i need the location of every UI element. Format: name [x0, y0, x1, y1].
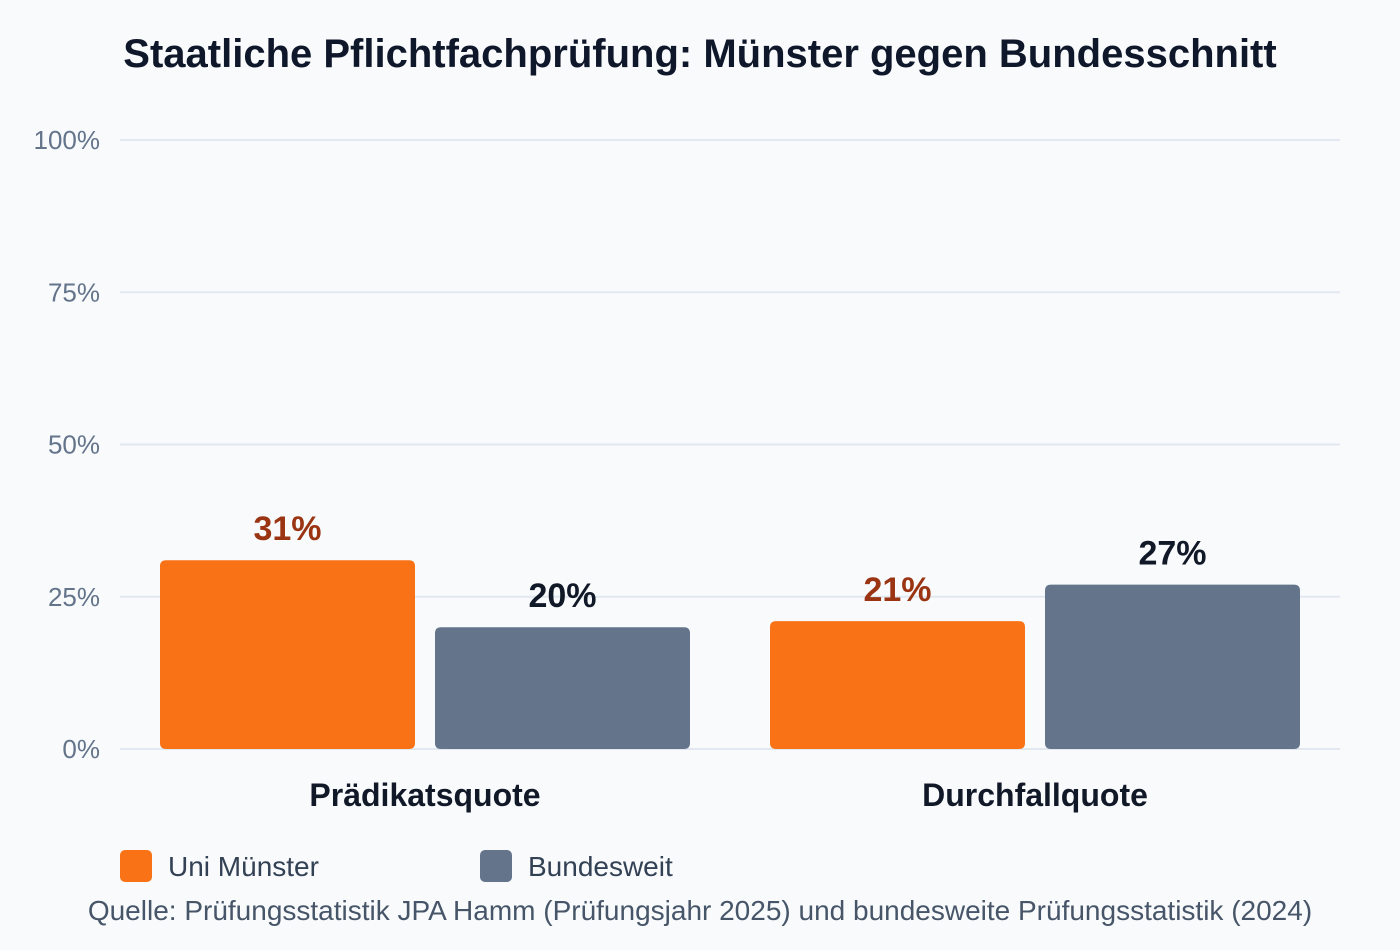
chart-title: Staatliche Pflichtfachprüfung: Münster g… [123, 32, 1276, 76]
category-label: Durchfallquote [922, 777, 1148, 813]
value-label-uni-muenster-0: 31% [253, 510, 321, 548]
bar-uni-muenster-1 [770, 621, 1025, 749]
bar-bundesweit-0 [435, 627, 690, 749]
legend-swatch-bundesweit [480, 850, 512, 882]
bars [160, 560, 1300, 749]
value-label-uni-muenster-1: 21% [863, 571, 931, 609]
legend: Uni Münster Bundesweit [120, 850, 673, 882]
bar-bundesweit-1 [1045, 584, 1300, 749]
y-tick-label: 0% [62, 734, 100, 764]
y-tick-label: 75% [48, 277, 100, 307]
x-axis-categories: Prädikatsquote Durchfallquote [309, 777, 1147, 813]
y-tick-label: 50% [48, 430, 100, 460]
y-axis: 0% 25% 50% 75% 100% [34, 125, 101, 764]
y-tick-label: 100% [34, 125, 101, 155]
bar-uni-muenster-0 [160, 560, 415, 749]
legend-label-bundesweit: Bundesweit [528, 851, 673, 882]
y-tick-label: 25% [48, 582, 100, 612]
value-label-bundesweit-1: 27% [1138, 535, 1206, 573]
value-labels: 31% 20% 21% 27% [253, 510, 1206, 615]
source-note: Quelle: Prüfungsstatistik JPA Hamm (Prüf… [88, 895, 1312, 926]
legend-label-uni-muenster: Uni Münster [168, 851, 319, 882]
value-label-bundesweit-0: 20% [528, 577, 596, 615]
category-label: Prädikatsquote [309, 777, 540, 813]
legend-swatch-uni-muenster [120, 850, 152, 882]
